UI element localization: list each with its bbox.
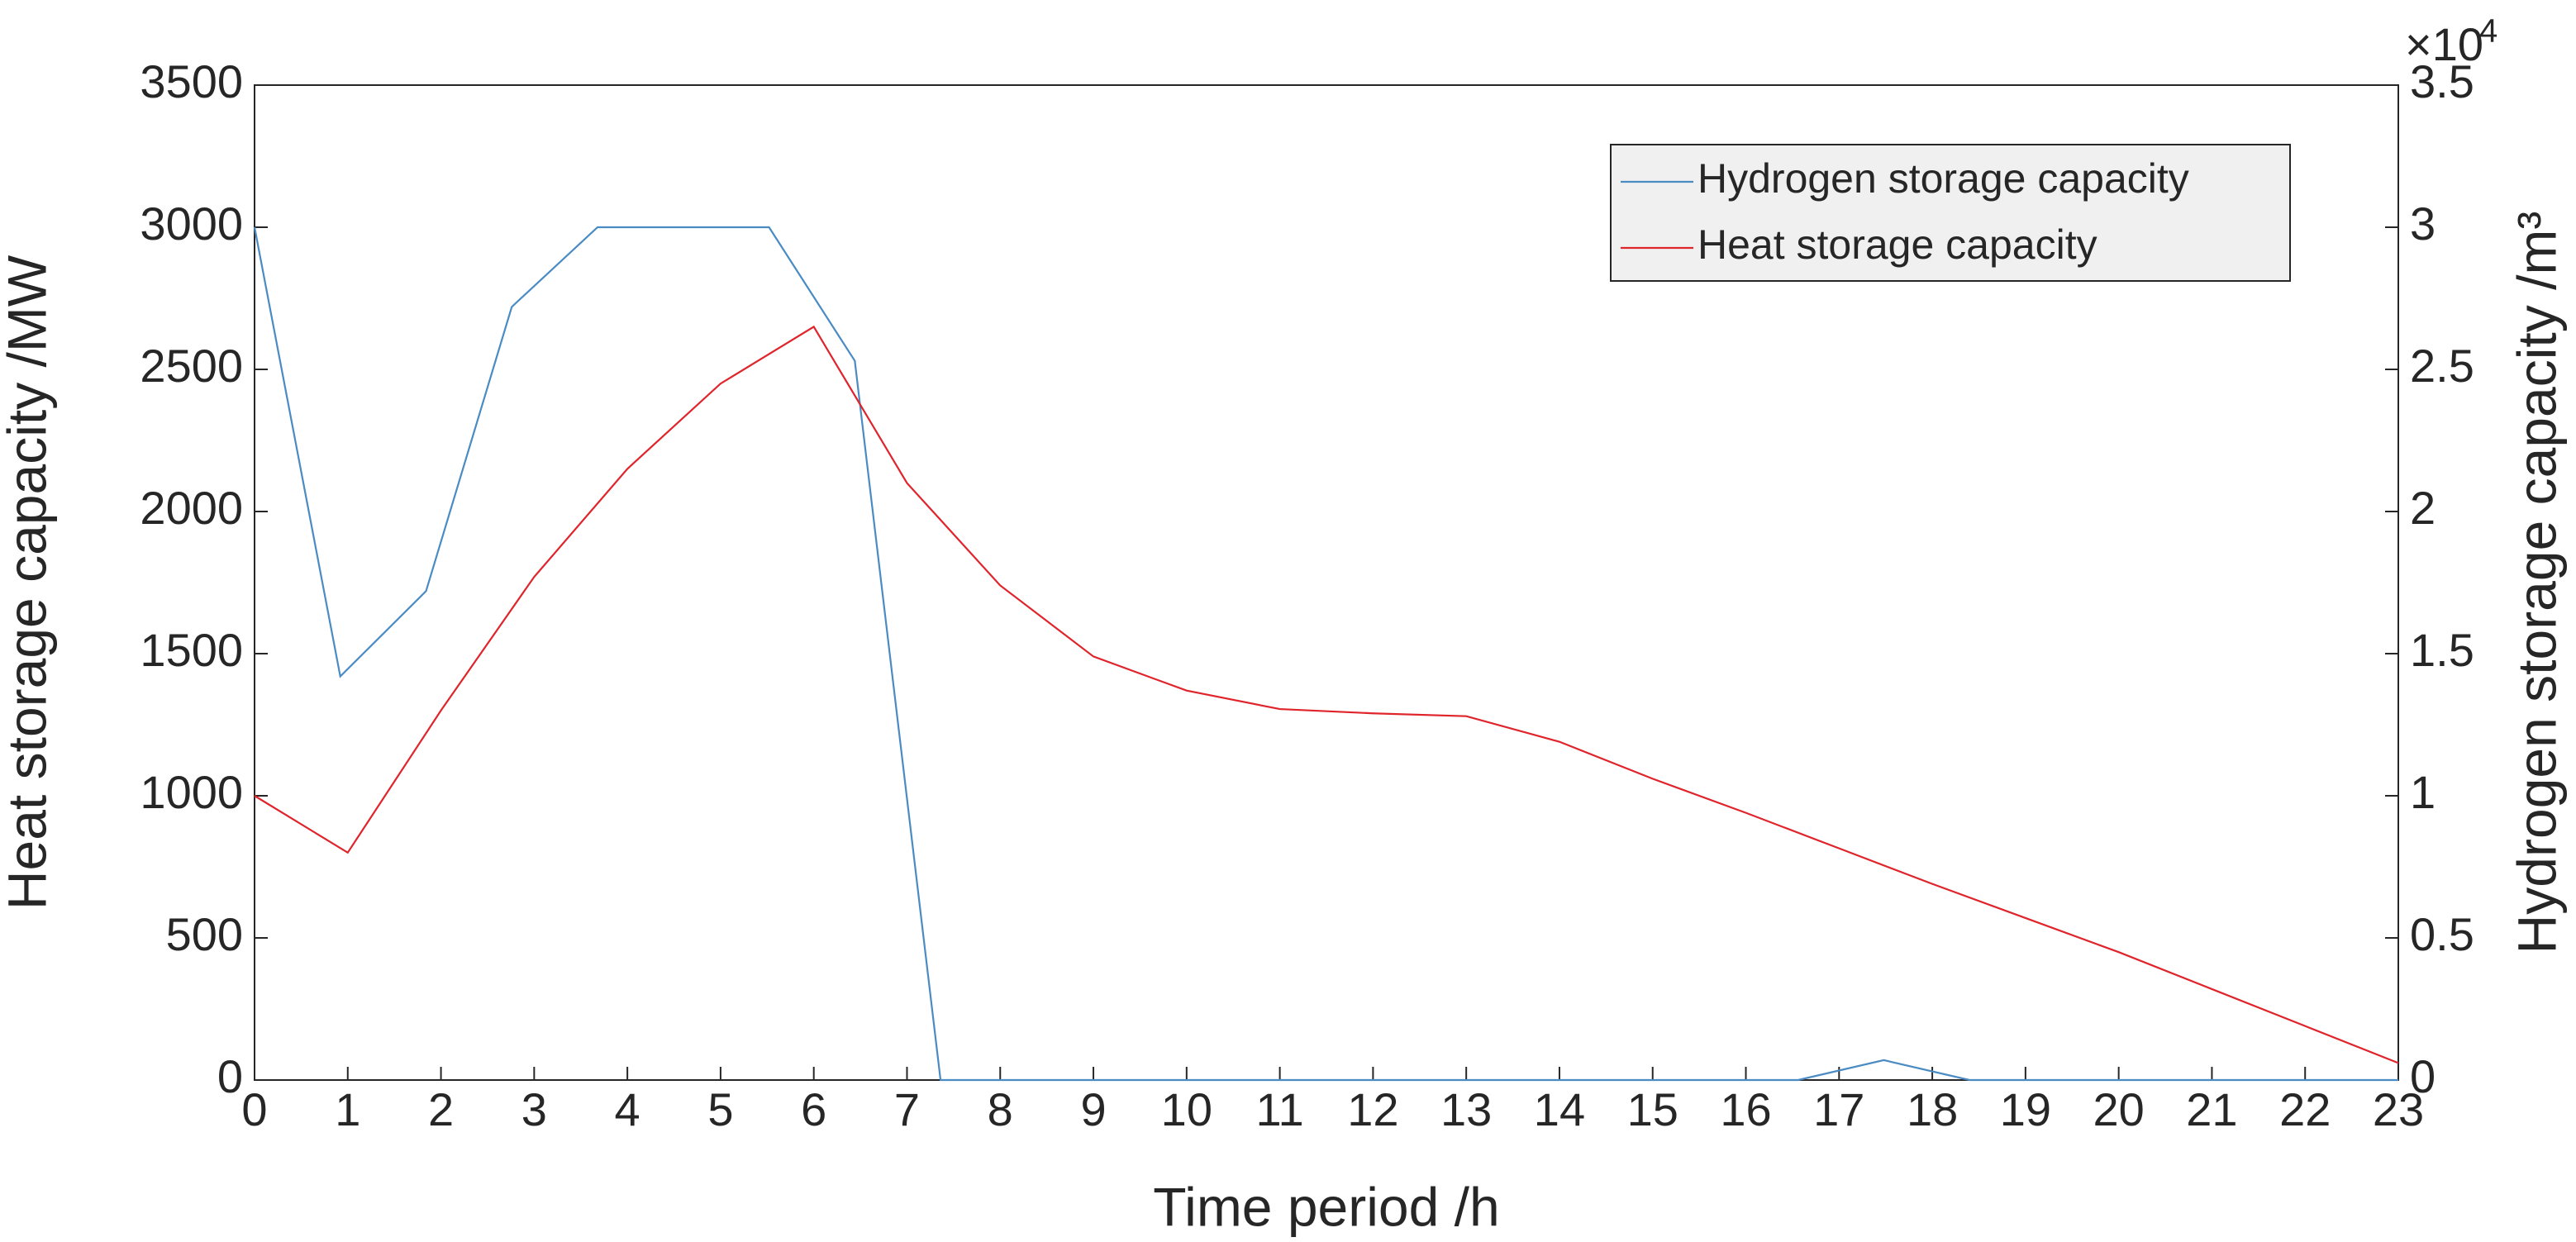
y2-tick-label: 0.5	[2410, 908, 2474, 960]
x-tick-label: 20	[2093, 1083, 2145, 1135]
x-tick-label: 11	[1256, 1083, 1304, 1135]
y-tick-label: 1000	[140, 766, 243, 818]
y-tick-label: 3500	[140, 55, 243, 107]
y2-tick-label: 2.5	[2410, 340, 2474, 392]
x-tick-label: 8	[988, 1083, 1013, 1135]
x-tick-label: 0	[241, 1083, 267, 1135]
y-tick-label: 1500	[140, 624, 243, 676]
x-tick-label: 5	[707, 1083, 733, 1135]
x-tick-label: 16	[1720, 1083, 1771, 1135]
x-tick-label: 6	[801, 1083, 826, 1135]
y2-multiplier: ×10	[2405, 18, 2483, 70]
x-tick-label: 2	[428, 1083, 454, 1135]
y2-axis-label: Hydrogen storage capacity /m³	[2506, 212, 2567, 954]
x-tick-label: 18	[1907, 1083, 1958, 1135]
x-tick-label: 19	[2000, 1083, 2051, 1135]
legend-label: Hydrogen storage capacity	[1697, 155, 2189, 202]
y2-tick-label: 1	[2410, 766, 2436, 818]
y2-tick-label: 3	[2410, 197, 2436, 250]
x-tick-label: 1	[335, 1083, 360, 1135]
y2-tick-label: 1.5	[2410, 624, 2474, 676]
legend-label: Heat storage capacity	[1697, 221, 2097, 268]
x-tick-label: 3	[521, 1083, 547, 1135]
y2-tick-label: 3.5	[2410, 55, 2474, 107]
y2-tick-label: 0	[2410, 1050, 2436, 1102]
x-tick-label: 17	[1813, 1083, 1864, 1135]
x-tick-label: 15	[1627, 1083, 1678, 1135]
x-tick-label: 13	[1440, 1083, 1492, 1135]
x-tick-label: 21	[2186, 1083, 2237, 1135]
x-tick-label: 7	[894, 1083, 920, 1135]
x-tick-label: 14	[1534, 1083, 1585, 1135]
y-axis-label: Heat storage capacity /MW	[0, 255, 57, 910]
series-line	[254, 325, 2399, 1064]
y-tick-label: 3000	[140, 197, 243, 250]
y-tick-label: 0	[217, 1050, 243, 1102]
x-tick-label: 23	[2373, 1083, 2424, 1135]
y2-multiplier-exponent: 4	[2479, 13, 2497, 50]
y-tick-label: 2000	[140, 482, 243, 534]
x-tick-label: 10	[1161, 1083, 1212, 1135]
x-tick-label: 22	[2279, 1083, 2331, 1135]
x-tick-label: 12	[1347, 1083, 1398, 1135]
x-tick-label: 9	[1080, 1083, 1106, 1135]
y-tick-label: 2500	[140, 340, 243, 392]
legend-box	[1610, 144, 2291, 282]
series-line	[253, 226, 2398, 1082]
x-tick-label: 4	[615, 1083, 640, 1135]
x-axis-label: Time period /h	[1153, 1176, 1499, 1237]
y2-tick-label: 2	[2410, 482, 2436, 534]
y-tick-label: 500	[166, 908, 243, 960]
